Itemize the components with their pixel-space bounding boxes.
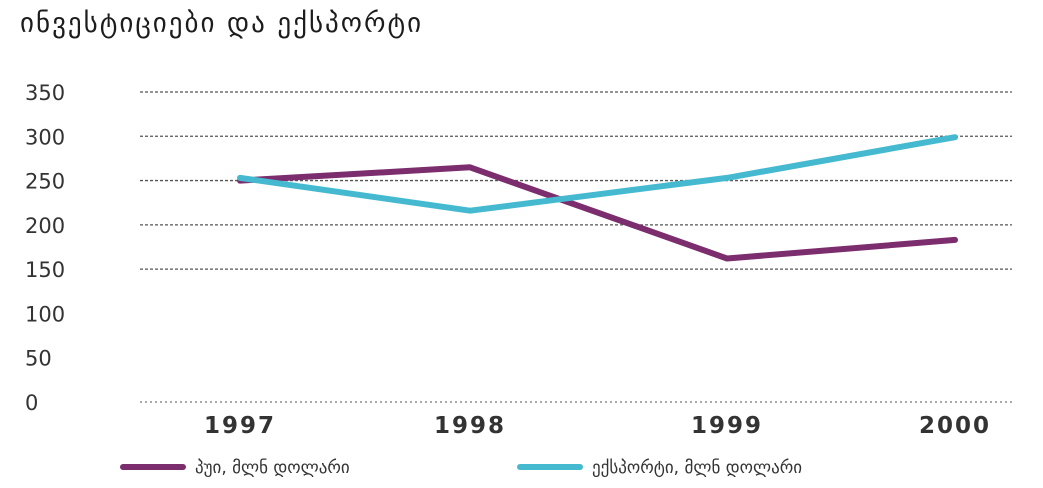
x-tick-label: 1998 <box>434 413 506 439</box>
y-tick-label: 250 <box>25 170 65 194</box>
x-tick-label: 2000 <box>919 413 991 439</box>
chart-title: ინვესტიციები და ექსპორტი <box>20 8 424 39</box>
y-tick-label: 0 <box>25 391 38 415</box>
series-line-2 <box>237 134 958 214</box>
y-tick-label: 200 <box>25 214 65 238</box>
y-axis-ticks: 0 50 100 150 200 250 300 350 <box>25 81 65 415</box>
legend-label-1: პუი, მლნ დოლარი <box>195 458 350 478</box>
y-tick-label: 150 <box>25 258 65 282</box>
y-tick-label: 100 <box>25 302 65 326</box>
y-tick-label: 350 <box>25 81 65 105</box>
series-lines <box>237 134 958 262</box>
y-tick-label: 300 <box>25 125 65 149</box>
legend-label-2: ექსპორტი, მლნ დოლარი <box>592 458 802 478</box>
series-line-1 <box>237 164 958 262</box>
y-tick-label: 50 <box>25 347 52 371</box>
x-tick-label: 1997 <box>204 413 276 439</box>
x-tick-label: 1999 <box>691 413 763 439</box>
legend: პუი, მლნ დოლარი ექსპორტი, მლნ დოლარი <box>120 458 802 478</box>
x-axis-ticks: 1997 1998 1999 2000 <box>204 413 991 439</box>
